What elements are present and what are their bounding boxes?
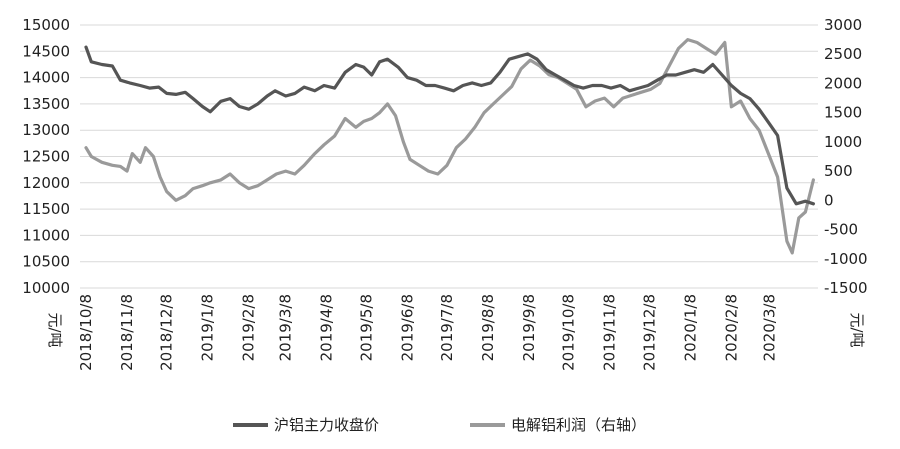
series-lines bbox=[84, 37, 816, 255]
x-tick-label: 2019/6/8 bbox=[398, 294, 416, 361]
x-tick-label: 2019/8/8 bbox=[479, 294, 497, 361]
left-tick-label: 12500 bbox=[22, 148, 70, 166]
x-tick-label: 2020/2/8 bbox=[722, 294, 740, 361]
x-axis-ticks: 2018/10/8 2018/11/8 2018/12/8 2019/1/8 2019/… bbox=[77, 294, 779, 371]
x-tick-label: 2019/7/8 bbox=[438, 294, 456, 361]
gridlines bbox=[80, 24, 818, 289]
right-tick-label: 1000 bbox=[824, 133, 862, 151]
x-tick-label: 2019/3/8 bbox=[277, 294, 295, 361]
x-tick-label: 2019/11/8 bbox=[601, 294, 619, 371]
series-line-price bbox=[84, 45, 816, 206]
right-axis-ticks: -1500 -1000 -500 0 500 1000 1500 2000 2500 3000 bbox=[824, 16, 868, 297]
right-tick-label: 2000 bbox=[824, 74, 862, 92]
series-line-profit bbox=[84, 37, 816, 255]
left-tick-label: 14500 bbox=[22, 42, 70, 60]
right-tick-label: 3000 bbox=[824, 16, 862, 34]
x-tick-label: 2020/1/8 bbox=[681, 294, 699, 361]
left-axis-unit: 元/吨 bbox=[46, 312, 64, 347]
left-tick-label: 13000 bbox=[22, 121, 70, 139]
right-tick-label: 1500 bbox=[824, 104, 862, 122]
right-tick-label: -500 bbox=[824, 221, 858, 239]
right-tick-label: 500 bbox=[824, 162, 853, 180]
x-tick-label: 2019/9/8 bbox=[520, 294, 538, 361]
right-tick-label: -1500 bbox=[824, 279, 868, 297]
left-tick-label: 12000 bbox=[22, 174, 70, 192]
left-tick-label: 15000 bbox=[22, 16, 70, 34]
x-tick-label: 2018/10/8 bbox=[77, 294, 95, 371]
left-tick-label: 10500 bbox=[22, 253, 70, 271]
right-tick-label: 2500 bbox=[824, 45, 862, 63]
x-tick-label: 2018/12/8 bbox=[158, 294, 176, 371]
x-tick-label: 2019/10/8 bbox=[560, 294, 578, 371]
left-axis-ticks: 10000 10500 11000 11500 12000 12500 13000 13500… bbox=[22, 16, 70, 297]
left-tick-label: 11500 bbox=[22, 200, 70, 218]
legend-label-price: 沪铝主力收盘价 bbox=[274, 416, 379, 434]
x-tick-label: 2019/5/8 bbox=[357, 294, 375, 361]
left-tick-label: 13500 bbox=[22, 95, 70, 113]
right-axis-unit: 元/吨 bbox=[848, 312, 866, 347]
x-tick-label: 2020/3/8 bbox=[761, 294, 779, 361]
right-tick-label: 0 bbox=[824, 191, 834, 209]
right-tick-label: -1000 bbox=[824, 250, 868, 268]
left-tick-label: 11000 bbox=[22, 226, 70, 244]
x-tick-label: 2019/2/8 bbox=[240, 294, 258, 361]
x-tick-label: 2019/1/8 bbox=[199, 294, 217, 361]
left-tick-label: 14000 bbox=[22, 69, 70, 87]
x-tick-label: 2019/12/8 bbox=[640, 294, 658, 371]
x-tick-label: 2018/11/8 bbox=[118, 294, 136, 371]
legend: 沪铝主力收盘价 电解铝利润（右轴） bbox=[233, 416, 646, 434]
x-tick-label: 2019/4/8 bbox=[318, 294, 336, 361]
legend-label-profit: 电解铝利润（右轴） bbox=[511, 416, 646, 434]
left-tick-label: 10000 bbox=[22, 279, 70, 297]
